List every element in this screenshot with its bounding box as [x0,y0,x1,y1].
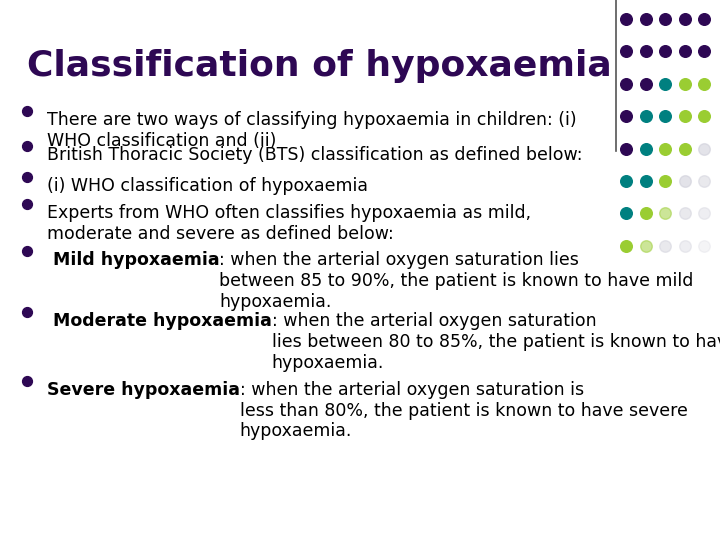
Point [698,112,710,120]
Point [679,241,690,250]
Point [621,177,632,185]
Point [621,209,632,218]
Text: : when the arterial oxygen saturation lies
between 85 to 90%, the patient is kno: : when the arterial oxygen saturation li… [220,251,694,310]
Point [621,79,632,88]
Point [660,47,671,56]
Point [698,47,710,56]
Point [698,79,710,88]
Point [698,15,710,23]
Point [679,144,690,153]
Point [621,47,632,56]
Point [660,209,671,218]
Point [640,47,652,56]
Point [621,15,632,23]
Point [679,79,690,88]
Point [640,15,652,23]
Point [22,308,33,316]
Point [679,112,690,120]
Point [22,141,33,150]
Point [621,241,632,250]
Point [660,177,671,185]
Point [22,106,33,115]
Point [698,144,710,153]
Point [640,241,652,250]
Point [22,200,33,208]
Point [679,47,690,56]
Point [679,15,690,23]
Point [698,241,710,250]
Point [679,209,690,218]
Point [660,79,671,88]
Text: Mild hypoxaemia: Mild hypoxaemia [47,251,220,269]
Text: : when the arterial oxygen saturation
lies between 80 to 85%, the patient is kno: : when the arterial oxygen saturation li… [271,312,720,372]
Text: There are two ways of classifying hypoxaemia in children: (i)
WHO classification: There are two ways of classifying hypoxa… [47,111,577,150]
Point [640,144,652,153]
Point [640,79,652,88]
Text: (i) WHO classification of hypoxaemia: (i) WHO classification of hypoxaemia [47,177,368,195]
Point [621,144,632,153]
Text: Moderate hypoxaemia: Moderate hypoxaemia [47,312,271,330]
Point [640,177,652,185]
Point [640,112,652,120]
Point [679,177,690,185]
Point [22,376,33,385]
Text: : when the arterial oxygen saturation is
less than 80%, the patient is known to : : when the arterial oxygen saturation is… [240,381,688,440]
Text: Classification of hypoxaemia: Classification of hypoxaemia [27,49,612,83]
Point [22,173,33,181]
Point [22,247,33,255]
Point [660,241,671,250]
Point [660,144,671,153]
Point [698,209,710,218]
Point [660,15,671,23]
Text: Severe hypoxaemia: Severe hypoxaemia [47,381,240,399]
Text: Experts from WHO often classifies hypoxaemia as mild,
moderate and severe as def: Experts from WHO often classifies hypoxa… [47,204,531,243]
Text: British Thoracic Society (BTS) classification as defined below:: British Thoracic Society (BTS) classific… [47,146,582,164]
Point [640,209,652,218]
Point [698,177,710,185]
Point [660,112,671,120]
Point [621,112,632,120]
